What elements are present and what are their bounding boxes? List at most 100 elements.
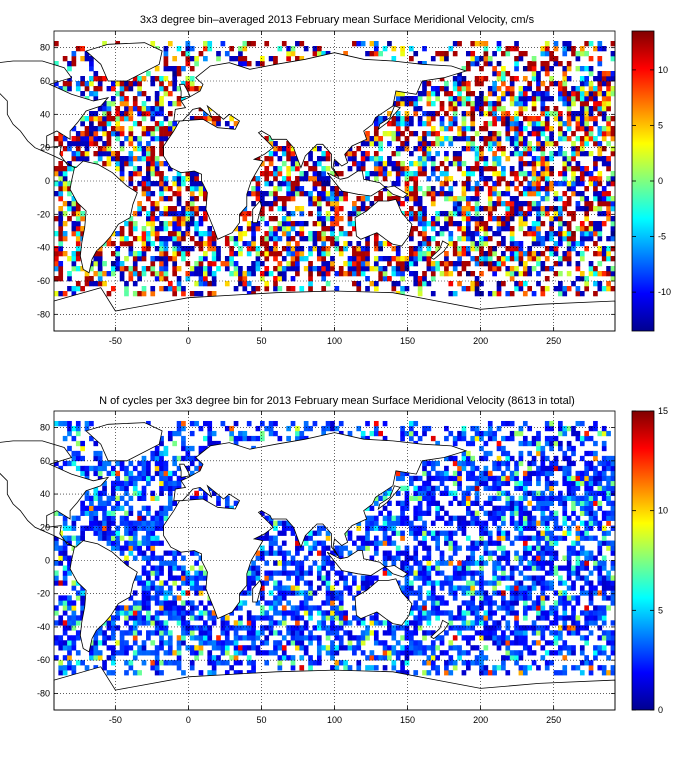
bin-cell xyxy=(426,500,432,506)
bin-cell xyxy=(409,635,414,641)
bin-cell xyxy=(146,96,151,102)
bin-cell xyxy=(452,645,458,651)
bin-cell xyxy=(308,605,313,611)
bin-cell xyxy=(102,151,107,157)
bin-cell xyxy=(413,211,419,217)
bin-cell xyxy=(93,131,99,137)
bin-cell xyxy=(387,241,392,247)
bin-cell xyxy=(62,211,68,217)
bin-cell xyxy=(487,630,493,636)
bin-cell xyxy=(417,251,423,257)
bin-cell xyxy=(483,510,489,516)
bin-cell xyxy=(167,565,173,571)
bin-cell xyxy=(62,525,68,531)
bin-cell xyxy=(343,660,348,666)
bin-cell xyxy=(172,81,178,87)
bin-cell xyxy=(211,430,217,437)
bin-cell xyxy=(58,246,64,252)
bin-cell xyxy=(325,560,331,566)
bin-cell xyxy=(308,590,313,596)
bin-cell xyxy=(439,171,445,177)
bin-cell xyxy=(452,106,458,112)
bin-cell xyxy=(413,161,419,167)
bin-cell xyxy=(146,570,151,576)
bin-cell xyxy=(540,241,546,247)
bin-cell xyxy=(71,580,77,586)
bin-cell xyxy=(115,151,121,157)
bin-cell xyxy=(593,271,598,277)
bin-cell xyxy=(597,131,603,137)
bin-cell xyxy=(207,425,213,432)
bin-cell xyxy=(400,560,405,566)
bin-cell xyxy=(593,116,598,122)
bin-cell xyxy=(97,500,103,506)
bin-cell xyxy=(360,430,366,437)
bin-cell xyxy=(119,630,125,636)
bin-cell xyxy=(84,510,90,516)
bin-cell xyxy=(413,101,419,107)
bin-cell xyxy=(566,271,572,277)
bin-cell xyxy=(132,146,138,152)
bin-cell xyxy=(110,480,116,487)
bin-cell xyxy=(308,665,313,671)
bin-cell xyxy=(457,515,462,521)
bin-cell xyxy=(387,510,392,516)
bin-cell xyxy=(141,640,147,646)
bin-cell xyxy=(141,585,147,591)
bin-cell xyxy=(531,231,537,237)
bin-cell xyxy=(417,505,423,511)
bin-cell xyxy=(189,191,195,197)
bin-cell xyxy=(141,470,147,477)
bin-cell xyxy=(409,430,414,437)
bin-cell xyxy=(286,266,291,272)
bin-cell xyxy=(448,126,454,132)
bin-cell xyxy=(382,186,388,192)
bin-cell xyxy=(474,435,480,442)
bin-cell xyxy=(430,226,436,232)
bin-cell xyxy=(84,425,90,432)
bin-cell xyxy=(154,495,160,501)
bin-cell xyxy=(479,41,484,47)
bin-cell xyxy=(54,540,59,546)
bin-cell xyxy=(522,151,528,157)
bin-cell xyxy=(562,91,568,97)
bin-cell xyxy=(295,560,300,566)
bin-cell xyxy=(277,251,283,257)
bin-cell xyxy=(514,196,519,202)
bin-cell xyxy=(194,221,199,227)
bin-cell xyxy=(189,246,195,252)
bin-cell xyxy=(97,121,103,127)
bin-cell xyxy=(80,141,85,147)
bin-cell xyxy=(295,41,300,47)
bin-cell xyxy=(242,46,248,52)
bin-cell xyxy=(115,525,121,531)
bin-cell xyxy=(330,590,335,596)
bin-cell xyxy=(132,640,138,646)
bin-cell xyxy=(146,520,151,526)
bin-cell xyxy=(159,271,164,277)
bin-cell xyxy=(601,201,607,207)
bin-cell xyxy=(400,520,405,526)
bin-cell xyxy=(176,281,182,287)
bin-cell xyxy=(154,231,160,237)
bin-cell xyxy=(404,620,410,626)
bin-cell xyxy=(67,256,72,262)
bin-cell xyxy=(439,191,445,197)
bin-cell xyxy=(461,515,467,521)
bin-cell xyxy=(251,236,256,242)
bin-cell xyxy=(203,445,208,452)
bin-cell xyxy=(255,555,261,561)
bin-cell xyxy=(395,251,401,257)
bin-cell xyxy=(132,251,138,257)
bin-cell xyxy=(110,670,116,676)
bin-cell xyxy=(84,495,90,501)
bin-cell xyxy=(387,555,392,561)
bin-cell xyxy=(163,176,169,182)
bin-cell xyxy=(479,136,484,142)
bin-cell xyxy=(80,91,85,97)
bin-cell xyxy=(487,176,493,182)
bin-cell xyxy=(110,286,116,292)
bin-cell xyxy=(119,550,125,556)
bin-cell xyxy=(277,520,283,526)
bin-cell xyxy=(417,186,423,192)
